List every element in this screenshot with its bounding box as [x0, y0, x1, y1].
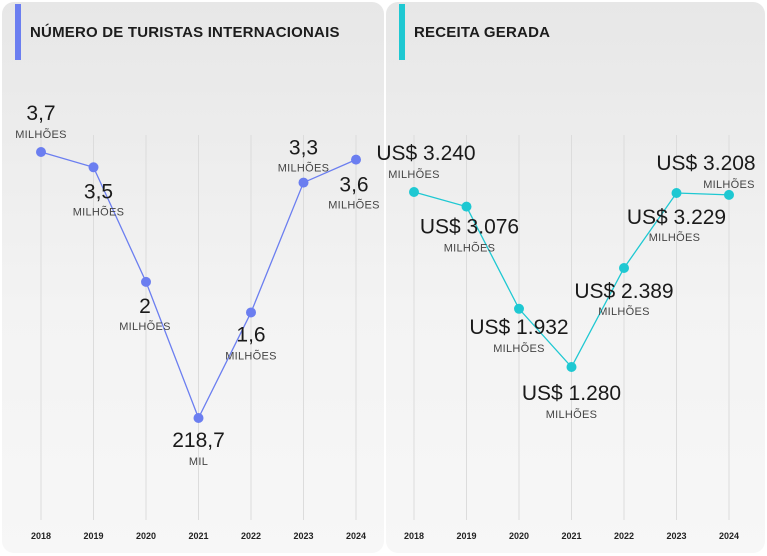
tourists-chart: 3,7 MILHÕES 3,5 MILHÕES 2 MILHÕES 218,7 MIL 1,6 M… [15, 102, 380, 541]
revenue-point-2024 [724, 189, 734, 200]
revenue-value-label-2018: US$ 3.240 [376, 142, 475, 165]
tourists-unit-label-2024: MILHÕES [328, 199, 380, 212]
tourists-point-2022 [246, 307, 256, 318]
revenue-point-2019 [461, 201, 472, 212]
revenue-unit-label-2019: MILHÕES [444, 242, 496, 255]
tourists-x-tick-2023: 2023 [293, 531, 313, 541]
tourists-unit-label-2023: MILHÕES [278, 162, 330, 175]
tourists-unit-label-2021: MIL [189, 456, 208, 468]
revenue-value-label-2019: US$ 3.076 [420, 216, 519, 239]
tourists-point-2020 [141, 276, 151, 287]
tourists-value-label-2019: 3,5 [84, 180, 113, 203]
revenue-unit-label-2022: MILHÕES [598, 305, 650, 318]
revenue-x-tick-2020: 2020 [509, 531, 529, 541]
revenue-unit-label-2021: MILHÕES [546, 408, 598, 421]
revenue-value-label-2020: US$ 1.932 [469, 316, 568, 339]
revenue-unit-label-2018: MILHÕES [388, 168, 440, 181]
revenue-point-2018 [409, 187, 419, 197]
revenue-accent-bar [399, 4, 405, 60]
tourists-chart-title: NÚMERO DE TURISTAS INTERNACIONAIS [30, 24, 340, 41]
tourists-value-label-2022: 1,6 [236, 323, 265, 346]
revenue-chart-title: RECEITA GERADA [414, 24, 551, 41]
tourists-unit-label-2022: MILHÕES [225, 349, 277, 362]
tourists-x-tick-2022: 2022 [241, 531, 261, 541]
revenue-x-tick-2023: 2023 [666, 531, 686, 541]
revenue-point-2020 [514, 303, 524, 314]
revenue-x-tick-2024: 2024 [719, 531, 739, 541]
revenue-value-label-2022: US$ 2.389 [574, 280, 673, 303]
revenue-unit-label-2020: MILHÕES [493, 342, 545, 355]
revenue-x-tick-2018: 2018 [404, 531, 424, 541]
tourists-point-2019 [88, 162, 99, 173]
tourists-point-2023 [298, 177, 309, 188]
revenue-x-tick-2019: 2019 [456, 531, 476, 541]
revenue-unit-label-2023: MILHÕES [649, 231, 701, 244]
tourists-value-label-2023: 3,3 [289, 137, 318, 160]
tourists-value-label-2018: 3,7 [26, 102, 55, 125]
tourists-unit-label-2020: MILHÕES [119, 320, 171, 333]
tourists-unit-label-2018: MILHÕES [15, 128, 67, 141]
tourists-x-tick-2018: 2018 [31, 531, 51, 541]
tourists-unit-label-2019: MILHÕES [73, 205, 125, 218]
tourists-value-label-2021: 218,7 [172, 429, 225, 452]
revenue-chart: US$ 3.240 MILHÕES US$ 3.076 MILHÕES US$ 1.93… [376, 135, 756, 541]
tourists-point-2021 [193, 413, 204, 423]
tourists-value-label-2020: 2 [139, 295, 151, 318]
revenue-value-label-2024: US$ 3.208 [656, 152, 755, 175]
revenue-value-label-2023: US$ 3.229 [627, 206, 726, 229]
revenue-value-label-2021: US$ 1.280 [522, 382, 621, 405]
tourists-x-tick-2020: 2020 [136, 531, 156, 541]
revenue-x-tick-2021: 2021 [561, 531, 581, 541]
revenue-point-2023 [671, 187, 682, 198]
tourists-x-tick-2021: 2021 [188, 531, 208, 541]
tourists-accent-bar [15, 4, 21, 60]
revenue-unit-label-2024: MILHÕES [703, 178, 755, 191]
tourists-point-2024 [351, 154, 361, 165]
revenue-point-2022 [619, 262, 629, 273]
tourists-x-tick-2019: 2019 [83, 531, 103, 541]
tourists-x-tick-2024: 2024 [346, 531, 366, 541]
revenue-point-2021 [566, 362, 577, 372]
revenue-x-tick-2022: 2022 [614, 531, 634, 541]
tourists-panel: NÚMERO DE TURISTAS INTERNACIONAIS [2, 2, 384, 553]
tourists-value-label-2024: 3,6 [339, 174, 368, 197]
tourists-point-2018 [36, 147, 46, 157]
revenue-panel: RECEITA GERADA [386, 2, 765, 553]
